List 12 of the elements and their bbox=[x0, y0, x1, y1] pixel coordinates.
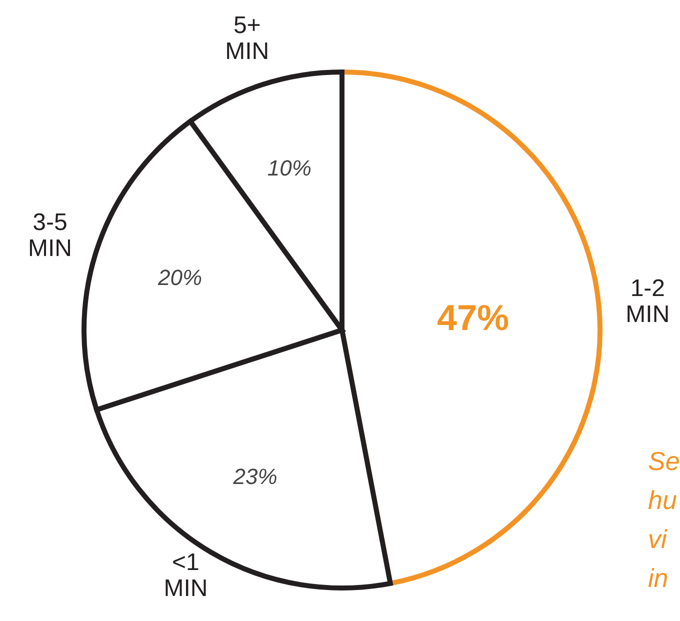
slice-label: 3-5 MIN bbox=[28, 208, 72, 262]
slice-label: <1 MIN bbox=[164, 548, 208, 602]
text: Se bbox=[648, 446, 680, 476]
data-label: 10% bbox=[267, 156, 312, 181]
slice-label: 1-2 MIN bbox=[626, 274, 670, 328]
data-label: 20% bbox=[157, 264, 202, 290]
text: in bbox=[648, 563, 668, 593]
data-label: 47% bbox=[436, 297, 510, 338]
text: hu bbox=[648, 485, 677, 515]
text: vi bbox=[648, 524, 668, 554]
data-label: 23% bbox=[232, 464, 278, 490]
slice-label: 5+ MIN bbox=[225, 12, 270, 65]
